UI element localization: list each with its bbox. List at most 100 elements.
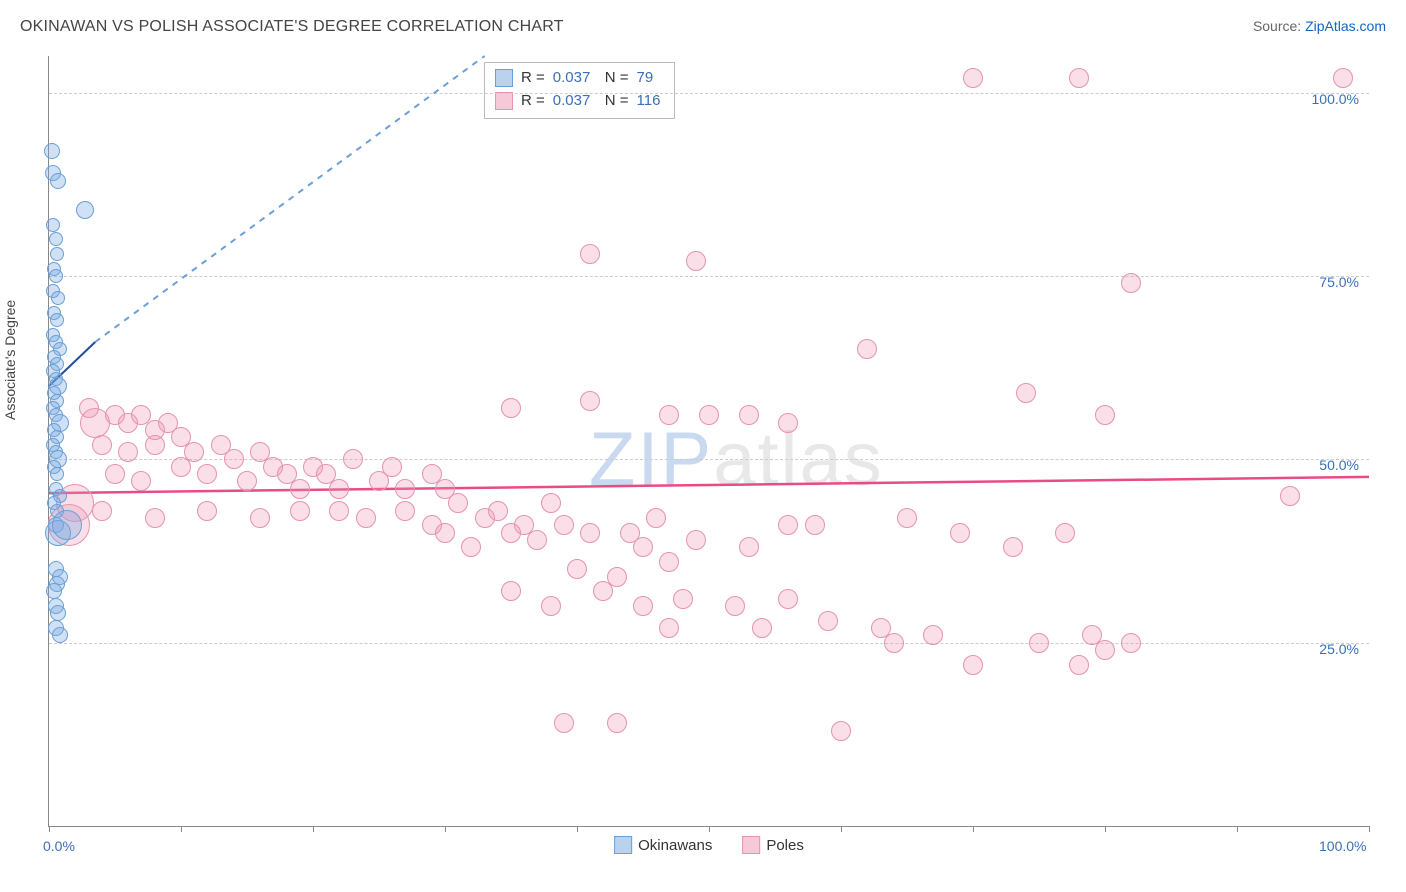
data-point-okinawans [76, 201, 94, 219]
data-point-poles [461, 537, 481, 557]
data-point-poles [145, 435, 165, 455]
data-point-okinawans [50, 173, 66, 189]
data-point-okinawans [50, 313, 64, 327]
y-axis-label: Associate's Degree [2, 300, 18, 420]
data-point-poles [237, 471, 257, 491]
data-point-poles [831, 721, 851, 741]
data-point-poles [171, 457, 191, 477]
data-point-okinawans [44, 143, 60, 159]
data-point-poles [501, 523, 521, 543]
x-tick [973, 826, 974, 832]
data-point-okinawans [46, 583, 62, 599]
data-point-poles [963, 68, 983, 88]
chart-title: OKINAWAN VS POLISH ASSOCIATE'S DEGREE CO… [20, 18, 564, 36]
data-point-poles [329, 479, 349, 499]
x-tick [1369, 826, 1370, 832]
data-point-poles [118, 442, 138, 462]
data-point-poles [1121, 273, 1141, 293]
title-bar: OKINAWAN VS POLISH ASSOCIATE'S DEGREE CO… [20, 18, 1386, 36]
x-tick-label: 100.0% [1319, 838, 1366, 854]
data-point-poles [197, 501, 217, 521]
data-point-poles [1280, 486, 1300, 506]
data-point-poles [527, 530, 547, 550]
data-point-okinawans [49, 269, 63, 283]
legend-swatch-poles [742, 836, 760, 854]
x-tick-label: 0.0% [43, 838, 75, 854]
scatter-plot: ZIPatlas R =0.037N =79R =0.037N =116 Oki… [48, 56, 1369, 827]
x-tick [577, 826, 578, 832]
data-point-poles [501, 398, 521, 418]
x-tick [1237, 826, 1238, 832]
legend-label: Poles [766, 837, 804, 854]
data-point-okinawans [51, 291, 65, 305]
data-point-poles [395, 479, 415, 499]
x-tick [445, 826, 446, 832]
data-point-poles [963, 655, 983, 675]
data-point-poles [659, 552, 679, 572]
data-point-poles [1333, 68, 1353, 88]
source-prefix: Source: [1253, 18, 1305, 34]
data-point-poles [659, 618, 679, 638]
data-point-poles [554, 515, 574, 535]
data-point-poles [686, 530, 706, 550]
data-point-poles [699, 405, 719, 425]
data-point-poles [818, 611, 838, 631]
data-point-poles [131, 471, 151, 491]
x-tick [49, 826, 50, 832]
data-point-poles [778, 589, 798, 609]
data-point-poles [778, 413, 798, 433]
data-point-poles [501, 581, 521, 601]
source-attribution: Source: ZipAtlas.com [1253, 18, 1386, 34]
data-point-poles [197, 464, 217, 484]
data-point-poles [686, 251, 706, 271]
data-point-poles [567, 559, 587, 579]
data-point-okinawans [50, 467, 64, 481]
data-point-poles [1069, 655, 1089, 675]
data-point-poles [1029, 633, 1049, 653]
legend-swatch-okinawans [614, 836, 632, 854]
data-point-poles [395, 501, 415, 521]
data-point-poles [1055, 523, 1075, 543]
data-point-poles [1016, 383, 1036, 403]
x-tick [841, 826, 842, 832]
data-point-poles [224, 449, 244, 469]
data-point-poles [633, 596, 653, 616]
data-point-poles [92, 501, 112, 521]
data-point-poles [884, 633, 904, 653]
data-point-poles [356, 508, 376, 528]
x-tick [709, 826, 710, 832]
data-point-poles [923, 625, 943, 645]
data-point-poles [105, 464, 125, 484]
data-point-poles [633, 537, 653, 557]
data-point-poles [1095, 405, 1115, 425]
x-tick [181, 826, 182, 832]
data-point-poles [1003, 537, 1023, 557]
data-point-poles [646, 508, 666, 528]
data-point-poles [1069, 68, 1089, 88]
data-point-poles [580, 523, 600, 543]
legend-item-okinawans: Okinawans [614, 836, 712, 854]
data-point-okinawans [49, 232, 63, 246]
data-point-poles [805, 515, 825, 535]
data-point-poles [580, 391, 600, 411]
data-point-poles [897, 508, 917, 528]
trend-lines [49, 56, 1369, 826]
data-point-poles [739, 537, 759, 557]
data-point-poles [343, 449, 363, 469]
data-point-poles [1095, 640, 1115, 660]
data-point-poles [488, 501, 508, 521]
data-point-poles [145, 508, 165, 528]
data-point-poles [541, 493, 561, 513]
data-point-okinawans [52, 510, 82, 540]
data-point-poles [778, 515, 798, 535]
x-tick [313, 826, 314, 832]
source-link[interactable]: ZipAtlas.com [1305, 18, 1386, 34]
data-point-poles [580, 244, 600, 264]
data-point-poles [607, 713, 627, 733]
data-point-poles [329, 501, 349, 521]
data-point-okinawans [50, 605, 66, 621]
data-point-okinawans [46, 218, 60, 232]
data-point-poles [435, 523, 455, 543]
data-point-poles [448, 493, 468, 513]
data-point-okinawans [50, 247, 64, 261]
